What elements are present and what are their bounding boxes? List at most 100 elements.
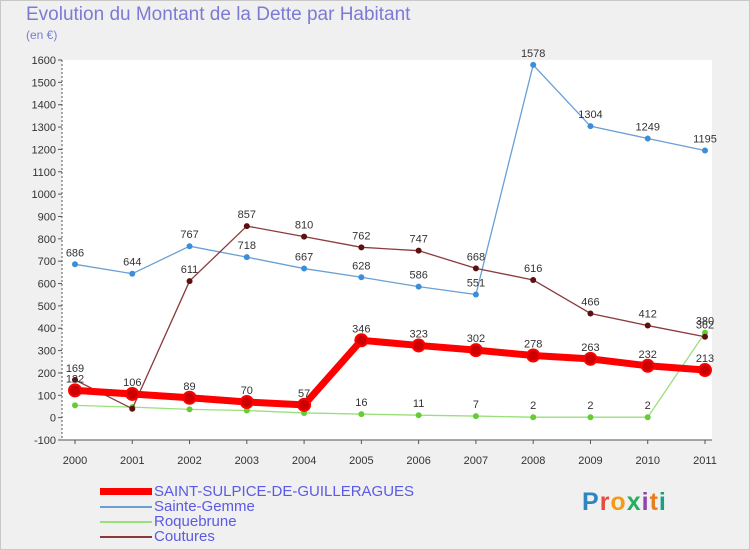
x-tick-label: 2000 — [63, 455, 87, 467]
legend-swatch — [100, 506, 152, 508]
data-point — [301, 233, 308, 240]
data-point — [72, 402, 78, 409]
data-label: 16 — [355, 397, 367, 409]
y-tick-label: 600 — [38, 279, 56, 291]
data-point — [243, 254, 250, 261]
data-point — [186, 278, 193, 285]
data-point — [301, 265, 308, 272]
data-label: 362 — [696, 320, 714, 332]
x-tick-label: 2010 — [635, 455, 659, 467]
data-label: 718 — [238, 240, 256, 252]
x-tick-label: 2001 — [120, 455, 144, 467]
data-label: 323 — [409, 328, 427, 340]
x-tick-label: 2008 — [521, 455, 545, 467]
data-point — [530, 276, 537, 283]
data-point — [472, 291, 479, 298]
y-tick-label: 1300 — [32, 122, 56, 134]
data-point — [239, 395, 254, 409]
y-tick-label: 1200 — [32, 144, 56, 156]
legend-label: SAINT-SULPICE-DE-GUILLERAGUES — [154, 483, 415, 500]
data-label: 1249 — [635, 121, 659, 133]
data-point — [644, 135, 651, 142]
data-label: 611 — [181, 264, 199, 276]
data-label: 551 — [467, 277, 485, 289]
series-line — [74, 332, 706, 418]
data-label: 667 — [295, 252, 313, 264]
data-point — [354, 333, 369, 348]
y-tick-label: 1500 — [32, 77, 56, 89]
data-label: 346 — [352, 323, 370, 335]
data-label: 302 — [467, 333, 485, 345]
data-point — [644, 414, 651, 421]
data-point — [358, 411, 365, 418]
y-tick-label: 500 — [38, 301, 56, 313]
data-point — [415, 283, 422, 290]
data-point — [526, 348, 541, 363]
data-point — [182, 390, 197, 405]
data-label: 628 — [352, 260, 370, 272]
data-label: 278 — [524, 339, 542, 351]
y-tick-label: 900 — [38, 211, 56, 223]
data-label: 11 — [413, 398, 424, 410]
data-label: 747 — [409, 234, 427, 246]
series-line — [74, 225, 706, 410]
data-label: 169 — [66, 363, 84, 375]
x-tick-label: 2005 — [349, 455, 373, 467]
logo-letter: x — [626, 488, 642, 516]
data-point — [702, 147, 708, 154]
data-point — [587, 123, 594, 130]
data-point — [125, 386, 140, 401]
legend-swatch — [100, 521, 152, 523]
x-tick-label: 2003 — [235, 455, 259, 467]
data-label: 7 — [473, 399, 479, 411]
data-label: 380 — [696, 316, 714, 328]
legend-label: Roquebrune — [154, 513, 237, 530]
data-label: 2 — [645, 400, 651, 412]
data-label: 122 — [66, 373, 84, 385]
data-point — [587, 414, 594, 421]
x-tick-label: 2004 — [292, 455, 316, 467]
logo-letter: i — [658, 488, 667, 516]
data-label: 644 — [123, 257, 141, 269]
data-point — [587, 310, 594, 317]
y-tick-label: -100 — [34, 435, 56, 447]
logo-letter: o — [610, 488, 627, 516]
data-point — [468, 343, 483, 358]
x-tick-label: 2011 — [693, 455, 717, 467]
logo-letter: i — [641, 488, 650, 516]
logo-letter: r — [599, 488, 611, 516]
data-point — [72, 376, 78, 383]
data-point — [186, 243, 193, 250]
x-tick-label: 2007 — [464, 455, 488, 467]
data-point — [129, 405, 136, 412]
data-label: 466 — [581, 296, 599, 308]
data-point — [358, 244, 365, 251]
y-tick-label: 700 — [38, 256, 56, 268]
legend-label: Sainte-Gemme — [154, 498, 255, 515]
data-point — [702, 333, 708, 340]
data-label: 616 — [524, 263, 542, 275]
y-tick-label: 800 — [38, 234, 56, 246]
y-tick-label: 1600 — [32, 55, 56, 67]
plot-area — [62, 60, 712, 440]
x-tick-label: 2009 — [578, 455, 602, 467]
y-tick-label: 1000 — [32, 189, 56, 201]
y-tick-label: 400 — [38, 323, 56, 335]
proxiti-logo: Proxiti — [582, 488, 667, 517]
y-tick-label: 300 — [38, 346, 56, 358]
chart-unit: (en €) — [26, 28, 58, 42]
logo-letter: t — [649, 488, 659, 516]
data-label: 857 — [238, 209, 256, 221]
y-tick-label: 1400 — [32, 100, 56, 112]
x-tick-label: 2002 — [177, 455, 201, 467]
data-point — [129, 270, 136, 277]
data-point — [472, 413, 479, 420]
data-label: 1195 — [693, 134, 717, 146]
data-label: 89 — [183, 381, 195, 393]
x-tick-label: 2006 — [406, 455, 430, 467]
data-label: 686 — [66, 247, 84, 259]
data-label: 767 — [180, 229, 198, 241]
data-point — [415, 247, 422, 254]
data-label: 2 — [587, 400, 593, 412]
